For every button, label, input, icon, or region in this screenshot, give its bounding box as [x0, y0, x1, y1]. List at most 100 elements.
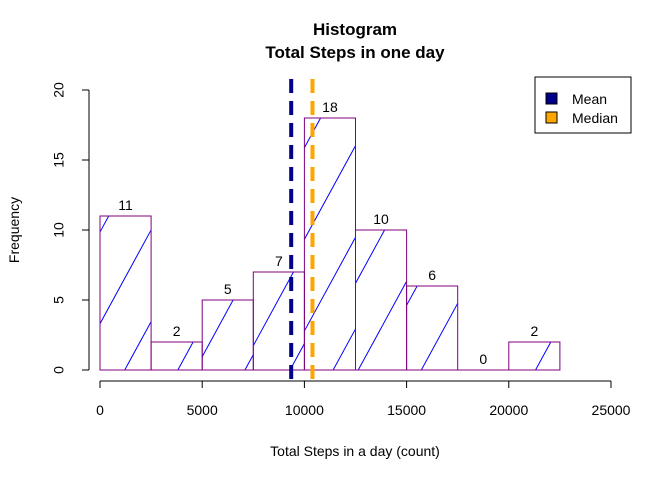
bar-count-label: 2 [173, 323, 181, 339]
hatch-line [589, 226, 672, 430]
hatch-line [442, 156, 591, 430]
legend: Mean Median [534, 76, 632, 134]
hatch-line [539, 226, 650, 430]
hatch-line [626, 170, 672, 430]
x-tick-label: 0 [96, 402, 104, 418]
bar-outline [252, 271, 305, 371]
hatch-line [157, 212, 276, 430]
chart-title: Histogram [313, 20, 397, 39]
hatch-line [526, 170, 668, 430]
histogram-bar [76, 170, 672, 430]
hatch-line [76, 170, 218, 430]
hatch-line [253, 272, 295, 347]
bar-outline [99, 215, 152, 371]
y-tick-label: 10 [51, 222, 67, 238]
hatch-line [426, 170, 568, 430]
bar-hatch [100, 156, 591, 430]
hatch-line [202, 300, 234, 358]
bar-hatch [62, 240, 254, 430]
bar-count-label: 2 [530, 323, 538, 339]
hatch-line [420, 302, 458, 370]
hatch-line [0, 58, 203, 430]
bar-hatch [534, 342, 552, 370]
hatch-line [357, 280, 407, 370]
bar-hatch [76, 170, 672, 430]
legend-median-label: Median [572, 110, 618, 126]
hatch-line [534, 342, 552, 370]
y-tick-label: 20 [51, 82, 67, 98]
bar-hatch [239, 226, 672, 430]
hatch-line [95, 282, 176, 430]
hatch-line [0, 58, 3, 430]
hatch-line [576, 170, 672, 430]
legend-median-swatch [545, 111, 558, 124]
bars-layer [0, 58, 672, 430]
x-axis: 0 5000 10000 15000 20000 25000 [96, 380, 631, 418]
legend-box [534, 76, 632, 134]
hatch-line [57, 212, 176, 430]
hatch-line [304, 236, 356, 333]
reference-lines [289, 79, 315, 382]
x-axis-label: Total Steps in a day (count) [270, 443, 440, 459]
bar-count-labels: 11 2 5 7 18 10 6 0 2 [118, 99, 538, 367]
hatch-line [0, 58, 153, 430]
hatch-line [289, 226, 400, 430]
hatch-line [100, 58, 303, 430]
hatch-line [476, 170, 618, 430]
hatch-line [342, 156, 491, 430]
hatch-line [239, 226, 350, 430]
hatch-line [392, 156, 541, 430]
hatch-line [350, 58, 553, 430]
hatch-line [407, 212, 526, 430]
bar-outline [508, 341, 561, 371]
bar-hatch [95, 282, 194, 430]
histogram-bar [99, 156, 591, 430]
bar-count-label: 7 [275, 253, 283, 269]
x-tick-label: 15000 [387, 402, 426, 418]
y-tick-label: 15 [51, 152, 67, 168]
hatch-line [489, 226, 600, 430]
hatch-line [107, 212, 226, 430]
y-axis-label: Frequency [6, 197, 22, 263]
hatch-line [124, 320, 152, 370]
chart-subtitle: Total Steps in one day [265, 43, 445, 62]
bar-count-label: 18 [322, 99, 338, 115]
hatch-line [289, 342, 305, 370]
y-tick-label: 0 [51, 366, 67, 374]
x-tick-label: 10000 [285, 402, 324, 418]
bar-count-label: 6 [428, 267, 436, 283]
bar-count-label: 11 [118, 197, 133, 213]
bar-count-label: 10 [373, 211, 389, 227]
hatch-line [100, 228, 152, 325]
hatch-line [62, 240, 166, 430]
hatch-line [307, 212, 426, 430]
legend-mean-swatch [545, 92, 558, 105]
bar-count-label: 0 [479, 351, 487, 367]
hatch-line [242, 156, 391, 430]
hatch-line [177, 342, 194, 370]
bar-outline [355, 229, 408, 371]
x-tick-label: 20000 [489, 402, 528, 418]
hatch-line [142, 156, 291, 430]
bar-outline [406, 285, 459, 371]
hatch-line [357, 212, 476, 430]
histogram-bar [57, 212, 576, 430]
hatch-line [457, 212, 576, 430]
bar-hatch [0, 58, 672, 430]
bar-outline [150, 341, 203, 371]
histogram-bar [239, 226, 672, 430]
bar-count-label: 5 [224, 281, 232, 297]
y-axis: 0 5 10 15 20 [51, 82, 90, 374]
hatch-line [304, 144, 356, 241]
hatch-line [50, 58, 253, 430]
hatch-line [192, 156, 341, 430]
hatch-line [650, 58, 672, 430]
legend-mean-label: Mean [572, 91, 607, 107]
bar-hatch [57, 212, 576, 430]
y-tick-label: 5 [51, 296, 67, 304]
hatch-line [304, 118, 322, 149]
histogram-bar [508, 341, 561, 371]
x-tick-label: 25000 [592, 402, 631, 418]
